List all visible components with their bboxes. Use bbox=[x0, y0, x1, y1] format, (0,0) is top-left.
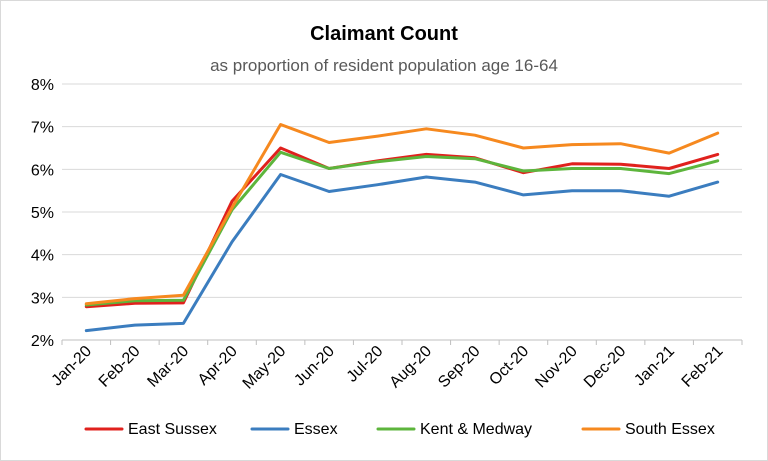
x-tick-label: Sep-20 bbox=[435, 343, 484, 392]
chart-subtitle: as proportion of resident population age… bbox=[210, 56, 558, 75]
gridlines bbox=[62, 83, 742, 341]
x-tick-label: Jan-20 bbox=[49, 343, 96, 390]
legend-label: South Essex bbox=[625, 421, 715, 438]
series-line-essex bbox=[84, 173, 720, 333]
y-tick-label: 8% bbox=[31, 77, 54, 94]
x-tick-label: Apr-20 bbox=[195, 343, 241, 389]
y-tick-label: 3% bbox=[31, 290, 54, 307]
chart-title: Claimant Count bbox=[310, 23, 458, 45]
legend: East Sussex Essex Kent & Medway South Essex bbox=[84, 421, 715, 438]
x-tick-label: Dec-20 bbox=[581, 343, 630, 392]
legend-label: Essex bbox=[294, 421, 338, 438]
x-tick-label: Jun-20 bbox=[291, 343, 338, 390]
x-tick-label: Oct-20 bbox=[486, 343, 532, 389]
y-axis-ticks: 2% 3% 4% 5% 6% 7% 8% bbox=[31, 77, 54, 350]
y-tick-label: 6% bbox=[31, 162, 54, 179]
x-tick-label: Mar-20 bbox=[144, 343, 192, 391]
x-tick-label: Jan-21 bbox=[631, 343, 678, 390]
y-tick-label: 2% bbox=[31, 333, 54, 350]
x-tick-label: Nov-20 bbox=[532, 343, 581, 392]
series-line-east-sussex bbox=[84, 146, 720, 309]
series-line-south-essex bbox=[84, 123, 720, 306]
y-tick-label: 4% bbox=[31, 248, 54, 265]
x-tick-label: Aug-20 bbox=[387, 343, 436, 392]
x-tick-label: Feb-21 bbox=[679, 343, 727, 391]
x-tick-label: May-20 bbox=[240, 343, 290, 393]
x-tick-label: Jul-20 bbox=[344, 343, 387, 386]
y-tick-label: 5% bbox=[31, 205, 54, 222]
legend-label: East Sussex bbox=[128, 421, 217, 438]
y-tick-label: 7% bbox=[31, 120, 54, 137]
series-line-kent-medway bbox=[84, 150, 720, 307]
x-tick-label: Feb-20 bbox=[96, 343, 144, 391]
legend-label: Kent & Medway bbox=[420, 421, 532, 438]
series-lines bbox=[84, 123, 720, 333]
